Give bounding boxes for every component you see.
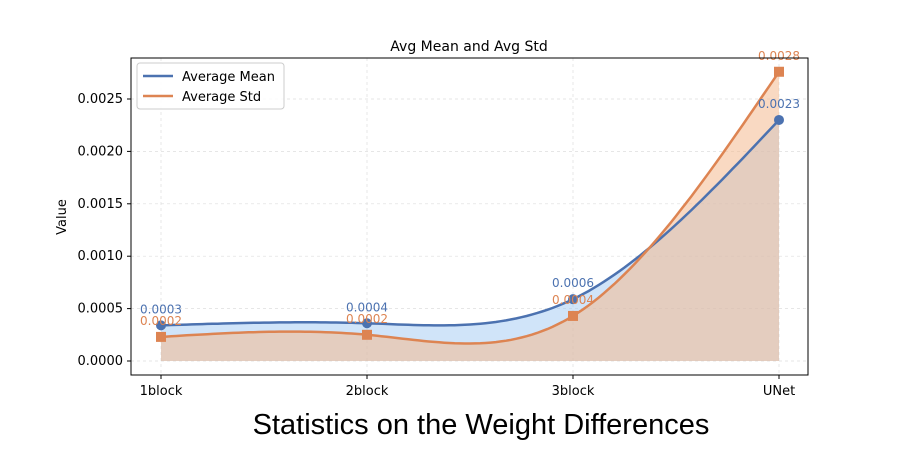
x-axis-label: Statistics on the Weight Differences [253, 409, 710, 441]
y-axis-label: Value [55, 199, 70, 235]
data-point [156, 320, 166, 331]
y-tick-label: 0.0005 [78, 302, 124, 317]
area-average-std [161, 71, 779, 362]
plot-frame [130, 57, 809, 376]
data-label: 0.0004 [346, 300, 388, 314]
line-average-mean [160, 119, 780, 327]
data-point [156, 331, 166, 342]
data-point [568, 310, 578, 321]
data-label: 0.0004 [552, 293, 594, 307]
y-tick-label: 0.0020 [78, 144, 124, 159]
data-label: 0.0028 [758, 49, 800, 63]
data-point [568, 294, 578, 305]
data-label: 0.0023 [758, 97, 800, 111]
data-label: 0.0002 [140, 314, 182, 328]
data-point [774, 66, 784, 77]
y-tick-label: 0.0000 [78, 354, 124, 369]
data-label: 0.0006 [552, 276, 594, 290]
y-tick-label: 0.0010 [78, 249, 124, 264]
x-tick-label: 2block [346, 384, 389, 399]
data-point [774, 114, 784, 125]
y-tick-label: 0.0025 [78, 92, 124, 107]
legend: Average Mean Average Std [136, 62, 285, 110]
x-tick-label: 1block [140, 384, 183, 399]
legend-label: Average Mean [182, 70, 275, 85]
data-label: 0.0002 [346, 312, 388, 326]
y-tick-label: 0.0015 [78, 197, 124, 212]
legend-label: Average Std [182, 90, 261, 105]
data-point [362, 329, 372, 340]
x-tick-label: 3block [552, 384, 595, 399]
x-tick-label: UNet [763, 384, 795, 399]
data-point [362, 318, 372, 329]
line-average-std [160, 71, 781, 345]
data-label: 0.0003 [140, 302, 182, 316]
chart-title: Avg Mean and Avg Std [390, 39, 547, 55]
